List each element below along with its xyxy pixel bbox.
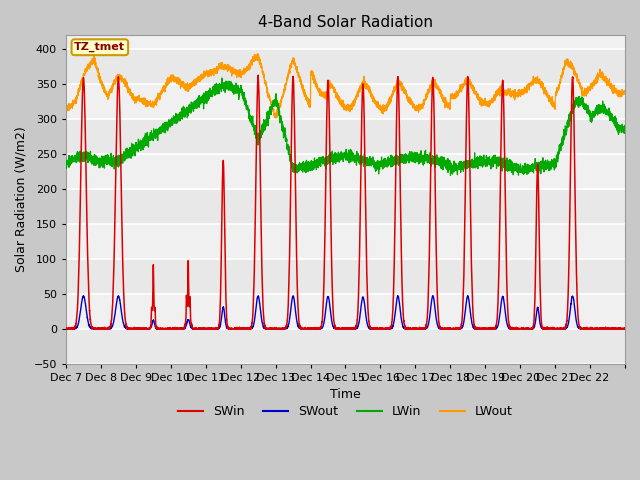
Bar bbox=[66, 84, 625, 119]
Bar bbox=[66, 294, 625, 329]
Text: TZ_tmet: TZ_tmet bbox=[74, 42, 125, 52]
Y-axis label: Solar Radiation (W/m2): Solar Radiation (W/m2) bbox=[15, 127, 28, 273]
Bar bbox=[66, 119, 625, 154]
Bar bbox=[66, 329, 625, 364]
Bar bbox=[66, 154, 625, 189]
Legend: SWin, SWout, LWin, LWout: SWin, SWout, LWin, LWout bbox=[173, 400, 518, 423]
Bar bbox=[66, 189, 625, 224]
Bar bbox=[66, 49, 625, 84]
Bar bbox=[66, 259, 625, 294]
Bar bbox=[66, 224, 625, 259]
X-axis label: Time: Time bbox=[330, 388, 361, 401]
Title: 4-Band Solar Radiation: 4-Band Solar Radiation bbox=[258, 15, 433, 30]
